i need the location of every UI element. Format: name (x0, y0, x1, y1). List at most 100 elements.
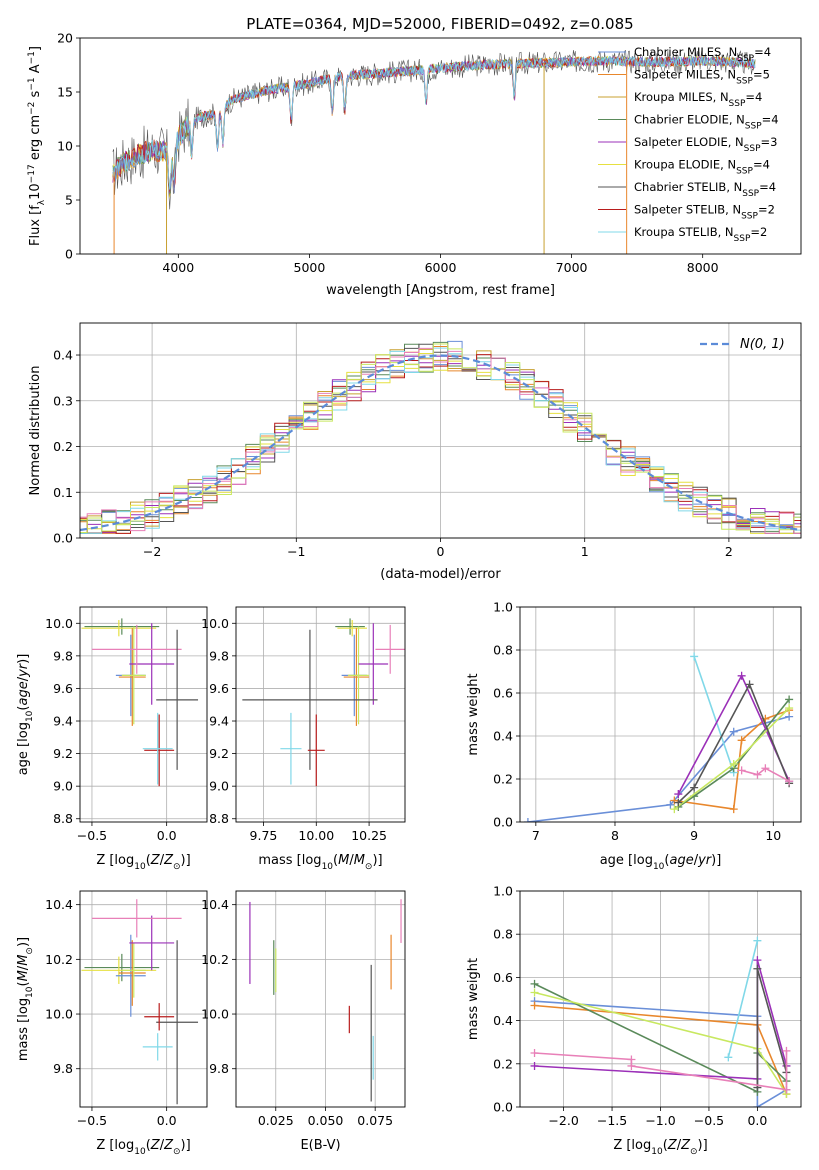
y-tick-label: 0.0 (493, 1100, 513, 1115)
weight-marker (690, 783, 699, 792)
legend-entry: N(0, 1) (740, 337, 785, 352)
weight-marker (785, 704, 794, 713)
x-tick-label: 1 (581, 544, 589, 559)
legend-entry: Chabrier MILES, NSSP=4 (634, 45, 771, 64)
y-tick-label: 10.0 (45, 616, 73, 631)
y-tick-label: 1.0 (493, 600, 513, 615)
x-tick-label: 9 (690, 828, 698, 843)
weight-marker (753, 770, 762, 779)
weight-line-kroupa-stelib (727, 940, 759, 1058)
x-tick-label: 10.25 (351, 828, 387, 843)
weight-marker (530, 988, 539, 997)
y-tick-label: 9.4 (53, 714, 73, 729)
axes-frame (79, 606, 208, 823)
weight-marker (530, 979, 539, 988)
weight-marker (530, 1001, 539, 1010)
x-tick-label: 0.050 (308, 1113, 344, 1128)
panel-xlabel: Z [log10(Z/Z⊙)] (613, 1138, 707, 1157)
weight-marker (724, 1053, 733, 1062)
y-tick-label: 5 (65, 193, 73, 208)
x-tick-label: −2 (143, 544, 161, 559)
y-tick-label: 0.3 (53, 393, 73, 408)
x-tick-label: −1 (287, 544, 305, 559)
residuals-xlabel: (data-model)/error (380, 567, 501, 582)
y-tick-label: 0.8 (493, 643, 513, 658)
histogram-lime (80, 343, 801, 533)
x-tick-label: 2 (725, 544, 733, 559)
x-tick-label: −0.5 (694, 1113, 724, 1128)
legend-entry: Kroupa ELODIE, NSSP=4 (634, 158, 770, 177)
weight-marker (523, 818, 532, 822)
x-tick-label: 9.75 (250, 828, 278, 843)
x-tick-label: 0.0 (157, 1113, 177, 1128)
weight-marker (782, 1046, 791, 1055)
mass-vs-metallicity-panel: −0.5 0.0 9.8 10.0 10.2 10.4 Z [log10(Z/Z⊙)] mas… (16, 890, 208, 1157)
weight-line-chabrier-elodie (677, 698, 790, 808)
weight-marker (745, 680, 754, 689)
weight-marker (627, 1061, 636, 1070)
y-tick-label: 9.6 (209, 681, 229, 696)
weight-marker (753, 964, 762, 973)
figure-title: PLATE=0364, MJD=52000, FIBERID=0492, z=0… (246, 15, 633, 33)
weight-marker (737, 736, 746, 745)
spectrum-ylabel: Flux [fλ10−17 erg cm−2 s−1 A−1] (27, 46, 47, 246)
y-tick-label: 9.6 (53, 681, 73, 696)
y-tick-label: 0.2 (53, 439, 73, 454)
weight-marker (782, 1085, 791, 1094)
y-tick-label: 8.8 (209, 811, 229, 826)
histogram-chabrier-elodie (80, 341, 801, 534)
y-tick-label: 9.0 (53, 779, 73, 794)
panel-xlabel: Z [log10(Z/Z⊙)] (96, 1138, 190, 1157)
legend-entry: Salpeter STELIB, NSSP=2 (634, 203, 775, 222)
residuals-panel: −2 −1 0 1 2 0.0 0.1 0.2 0.3 0.4 N(0, 1) (data-model… (28, 322, 802, 582)
y-tick-label: 0.0 (53, 531, 73, 546)
weight-marker (674, 798, 683, 807)
y-tick-label: 10.0 (45, 1007, 73, 1022)
axes-frame (519, 890, 802, 1108)
x-tick-label: 10 (765, 828, 781, 843)
legend-entry: Chabrier STELIB, NSSP=4 (634, 180, 776, 199)
y-tick-label: 8.8 (53, 811, 73, 826)
weight-marker (753, 956, 762, 965)
weight-marker (729, 727, 738, 736)
age-vs-metallicity-panel: −0.5 0.0 8.8 9.0 9.2 9.4 9.6 9.8 10.0 Z [log10(Z/… (16, 606, 208, 872)
weight-line-chabrier-stelib (756, 968, 788, 1088)
weight-vs-metallicity-panel: −2.0 −1.5 −1.0 −0.5 0.0 0.0 0.2 0.4 0.6 0.8 1.0 Z [… (466, 884, 802, 1157)
panel-xlabel: Z [log10(Z/Z⊙)] (96, 853, 190, 872)
y-tick-label: 10.2 (45, 952, 73, 967)
x-tick-label: 0.0 (157, 828, 177, 843)
y-tick-label: 0.8 (493, 927, 513, 942)
y-tick-label: 0.4 (493, 1013, 513, 1028)
x-tick-label: 10.00 (298, 828, 334, 843)
x-tick-label: −2.0 (548, 1113, 578, 1128)
y-tick-label: 0.0 (493, 815, 513, 830)
weight-vs-age-panel: 7 8 9 10 0.0 0.2 0.4 0.6 0.8 1.0 age [log10(age/yr… (466, 600, 802, 872)
weight-lines (523, 652, 794, 822)
histogram-salpeter-elodie (80, 355, 801, 534)
age-vs-mass-panel: 9.75 10.00 10.25 8.8 9.0 9.2 9.4 9.6 9.8 10.0 mass… (201, 606, 406, 872)
y-tick-label: 0.4 (53, 348, 73, 363)
panel-ylabel: age [log10(age/yr)] (16, 654, 35, 776)
axes-frame (79, 890, 208, 1108)
x-tick-label: 6000 (425, 260, 457, 275)
y-tick-label: 9.8 (53, 1061, 73, 1076)
axes-frame (235, 606, 406, 823)
y-tick-label: 9.8 (53, 648, 73, 663)
weight-marker (530, 1049, 539, 1057)
weight-marker (761, 764, 770, 773)
y-tick-label: 1.0 (493, 884, 513, 899)
panel-xlabel: mass [log10(M/M⊙)] (258, 853, 382, 872)
axes-frame (235, 890, 406, 1108)
spectrum-kroupa-stelib (112, 55, 756, 190)
x-tick-label: −0.5 (77, 828, 107, 843)
spectrum-xlabel: wavelength [Angstrom, rest frame] (326, 283, 555, 298)
y-tick-label: 9.2 (209, 746, 229, 761)
panel-ylabel: mass weight (466, 958, 481, 1040)
x-tick-label: 0.0 (747, 1113, 767, 1128)
error-bars (81, 899, 199, 1105)
y-tick-label: 0.6 (493, 686, 513, 701)
weight-marker (729, 805, 738, 814)
y-tick-label: 9.0 (209, 779, 229, 794)
x-tick-label: 7 (532, 828, 540, 843)
